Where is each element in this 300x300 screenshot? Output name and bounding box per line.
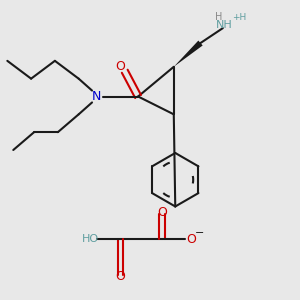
Text: −: − [194,228,204,238]
Polygon shape [174,40,203,67]
Text: N: N [92,90,101,103]
Text: O: O [115,270,125,283]
Text: O: O [115,60,125,73]
Text: O: O [187,233,196,246]
Text: +H: +H [232,13,246,22]
Text: O: O [157,206,167,219]
Text: NH: NH [216,20,233,30]
Text: H: H [215,12,222,22]
Text: HO: HO [82,234,99,244]
